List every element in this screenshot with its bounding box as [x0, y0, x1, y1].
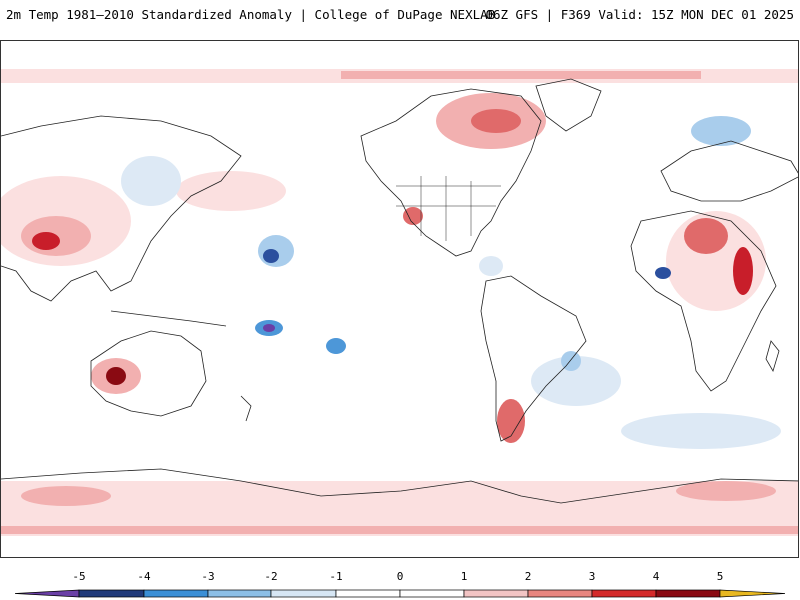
warm-blob-antarctic-east	[676, 481, 776, 501]
map-title: 2m Temp 1981–2010 Standardized Anomaly |…	[6, 7, 496, 22]
coast-europe	[660, 140, 798, 202]
colorbar-min-arrow	[14, 589, 80, 598]
coast-greenland	[535, 78, 602, 132]
cold-blob-caribbean	[479, 256, 503, 276]
colorbar-segment	[270, 589, 337, 598]
us-state-borders	[396, 176, 501, 241]
coastlines	[1, 78, 798, 504]
warm-blob-australia-core	[106, 367, 126, 385]
cold-anomalies	[121, 116, 781, 449]
warm-blob-siberia	[176, 171, 286, 211]
warm-blob-antarctic-west	[21, 486, 111, 506]
warm-blob-india	[32, 232, 60, 250]
colorbar-segment	[591, 589, 657, 598]
colorbar-tick-label: 5	[716, 570, 724, 583]
coast-indonesia	[110, 310, 227, 327]
colorbar-segment	[78, 589, 145, 598]
colorbar-segment	[655, 589, 721, 598]
coast-new-zealand	[240, 395, 252, 422]
cold-blob-south-pacific	[326, 338, 346, 354]
colorbar-tick-label: -1	[329, 570, 343, 583]
header: 2m Temp 1981–2010 Standardized Anomaly |…	[0, 0, 800, 40]
anomaly-band-south-edge	[1, 526, 798, 534]
cold-blob-north-pacific	[121, 156, 181, 206]
colorbar-tick-label: 3	[588, 570, 596, 583]
warm-blob-africa-core	[684, 218, 728, 254]
colorbar-segment	[143, 589, 209, 598]
colorbar-tick-label: -5	[72, 570, 86, 583]
warm-anomalies	[1, 93, 776, 506]
colorbar-segment	[335, 589, 401, 598]
colorbar-tick-label: 4	[652, 570, 660, 583]
warm-blob-canada-core	[471, 109, 521, 133]
warm-blob-southwest-us	[403, 207, 423, 225]
colorbar-tick-label: 0	[396, 570, 404, 583]
colorbar-segment	[207, 589, 272, 598]
cold-blob-west-africa	[655, 267, 671, 279]
model-run-label: 06Z GFS | F369 Valid: 15Z MON DEC 01 202…	[485, 7, 794, 22]
coast-south-america	[480, 275, 587, 442]
colorbar-segment	[527, 589, 593, 598]
colorbar-max-arrow	[719, 589, 786, 598]
colorbar-segment	[463, 589, 529, 598]
anomaly-map	[1, 69, 798, 536]
colorbar-tick-label: -2	[264, 570, 278, 583]
cold-blob-central-pacific-core	[263, 249, 279, 263]
coast-asia	[1, 115, 242, 302]
map-panel	[0, 40, 799, 558]
cold-blob-southern-ocean	[621, 413, 781, 449]
warm-blob-east-africa	[733, 247, 753, 295]
coast-north-america	[360, 88, 542, 257]
cold-blob-south-atlantic	[531, 356, 621, 406]
colorbar-graphic	[14, 589, 786, 598]
coast-antarctica	[1, 468, 798, 504]
cold-blob-scandinavia	[691, 116, 751, 146]
warm-blob-patagonia	[497, 399, 525, 443]
colorbar-tick-label: 1	[460, 570, 468, 583]
cold-blob-tropical-pacific-core	[263, 324, 275, 332]
colorbar: -5 -4 -3 -2 -1 0 1 2 3 4 5	[0, 570, 800, 600]
coast-africa	[630, 210, 777, 392]
colorbar-tick-label: -4	[137, 570, 151, 583]
colorbar-segment	[399, 589, 465, 598]
coast-madagascar	[765, 340, 780, 372]
anomaly-band-north-core	[341, 71, 701, 79]
colorbar-tick-label: -3	[201, 570, 215, 583]
coast-australia	[90, 330, 207, 417]
colorbar-tick-label: 2	[524, 570, 532, 583]
